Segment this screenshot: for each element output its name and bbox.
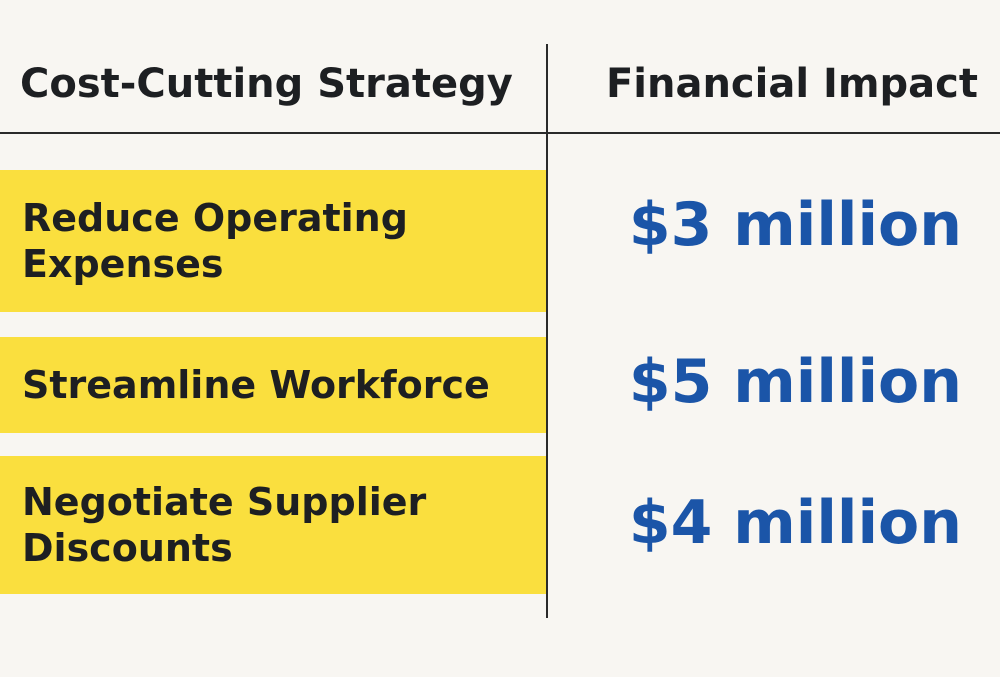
strategy-label: Streamline Workforce	[22, 363, 490, 407]
impact-value: $4 million	[628, 488, 962, 558]
impact-column-header: Financial Impact	[605, 61, 978, 107]
strategy-column-header: Cost-Cutting Strategy	[20, 61, 513, 107]
impact-value: $5 million	[628, 347, 962, 417]
header-divider	[0, 132, 1000, 134]
column-divider	[546, 44, 548, 618]
strategy-cell: Negotiate Supplier Discounts	[0, 456, 546, 594]
strategy-label: Reduce Operating Expenses	[22, 196, 408, 286]
strategy-label: Negotiate Supplier Discounts	[22, 480, 427, 570]
impact-value: $3 million	[628, 190, 962, 260]
strategy-cell: Reduce Operating Expenses	[0, 170, 546, 312]
strategy-cell: Streamline Workforce	[0, 337, 546, 433]
